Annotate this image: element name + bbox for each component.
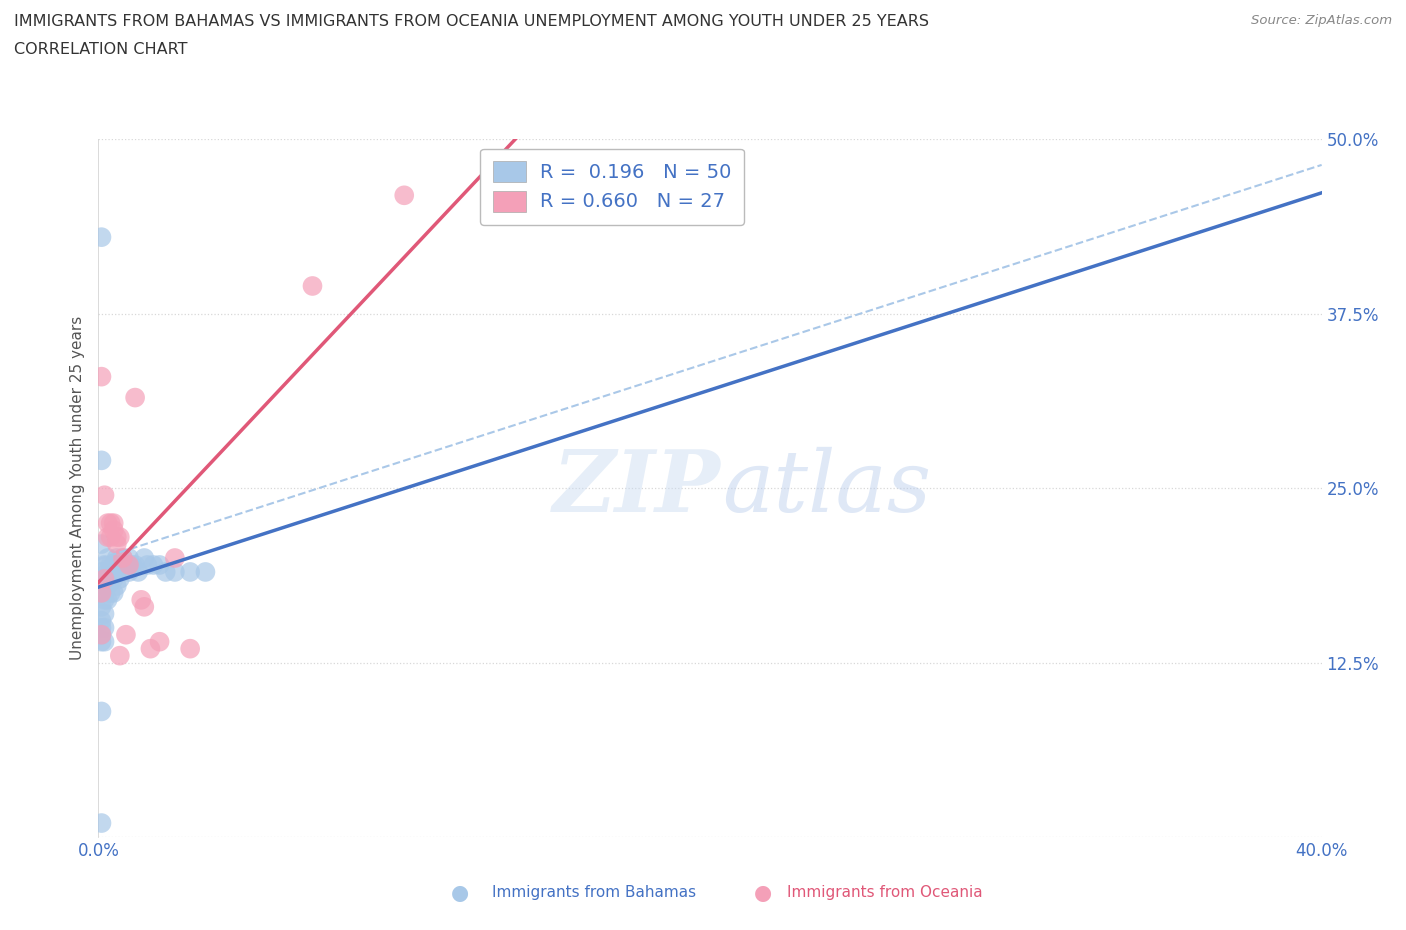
Point (90, 230, 112, 245)
Point (103, 558, 125, 573)
Point (97, 592, 120, 607)
Point (93, 488, 115, 503)
Point (103, 523, 125, 538)
Point (90, 565, 112, 579)
Point (108, 530, 131, 545)
Point (179, 565, 201, 579)
Text: CORRELATION CHART: CORRELATION CHART (14, 42, 187, 57)
Point (105, 551, 128, 565)
Point (93, 620, 115, 635)
Point (115, 628, 138, 643)
Point (93, 592, 115, 607)
Point (100, 530, 122, 545)
Point (97, 578, 120, 593)
Point (124, 558, 146, 573)
Point (179, 642, 201, 657)
Point (90, 816, 112, 830)
Point (93, 571, 115, 587)
Point (97, 565, 120, 579)
Legend: R =  0.196   N = 50, R = 0.660   N = 27: R = 0.196 N = 50, R = 0.660 N = 27 (481, 149, 744, 224)
Point (97, 551, 120, 565)
Point (163, 551, 186, 565)
Point (93, 606, 115, 621)
Text: ●: ● (451, 883, 468, 903)
Point (118, 558, 141, 573)
Point (100, 571, 122, 587)
Point (90, 614, 112, 629)
Point (90, 620, 112, 635)
Point (97, 530, 120, 545)
Point (111, 551, 134, 565)
Point (90, 369, 112, 384)
Point (105, 537, 128, 551)
Point (111, 565, 134, 579)
Point (139, 642, 162, 657)
Point (121, 558, 143, 573)
Point (155, 565, 177, 579)
Point (134, 551, 156, 565)
Point (90, 537, 112, 551)
Point (90, 704, 112, 719)
Point (90, 586, 112, 601)
Point (129, 592, 152, 607)
Point (149, 558, 172, 573)
Point (105, 565, 128, 579)
Point (127, 565, 149, 579)
Point (149, 634, 172, 649)
Point (105, 578, 128, 593)
Point (103, 515, 125, 530)
Point (93, 578, 115, 593)
Point (100, 558, 122, 573)
Point (90, 453, 112, 468)
Text: atlas: atlas (721, 447, 931, 529)
Point (93, 558, 115, 573)
Y-axis label: Unemployment Among Youth under 25 years: Unemployment Among Youth under 25 years (69, 316, 84, 660)
Point (194, 565, 217, 579)
Text: Source: ZipAtlas.com: Source: ZipAtlas.com (1251, 14, 1392, 27)
Point (118, 551, 141, 565)
Point (90, 634, 112, 649)
Point (124, 391, 146, 405)
Point (142, 558, 165, 573)
Point (90, 586, 112, 601)
Point (105, 530, 128, 545)
Point (163, 565, 186, 579)
Text: Immigrants from Oceania: Immigrants from Oceania (787, 885, 983, 900)
Point (90, 628, 112, 643)
Point (392, 188, 416, 203)
Point (103, 586, 125, 601)
Point (103, 571, 125, 587)
Point (111, 551, 134, 565)
Point (301, 279, 323, 294)
Text: ●: ● (755, 883, 772, 903)
Point (93, 571, 115, 587)
Text: Immigrants from Bahamas: Immigrants from Bahamas (492, 885, 696, 900)
Point (100, 515, 122, 530)
Point (108, 558, 131, 573)
Text: IMMIGRANTS FROM BAHAMAS VS IMMIGRANTS FROM OCEANIA UNEMPLOYMENT AMONG YOUTH UNDE: IMMIGRANTS FROM BAHAMAS VS IMMIGRANTS FR… (14, 14, 929, 29)
Point (108, 648, 131, 663)
Point (93, 634, 115, 649)
Point (136, 558, 159, 573)
Text: ZIP: ZIP (553, 446, 720, 530)
Point (90, 628, 112, 643)
Point (108, 571, 131, 587)
Point (90, 600, 112, 615)
Point (115, 558, 138, 573)
Point (97, 515, 120, 530)
Point (134, 600, 156, 615)
Point (100, 586, 122, 601)
Point (118, 565, 141, 579)
